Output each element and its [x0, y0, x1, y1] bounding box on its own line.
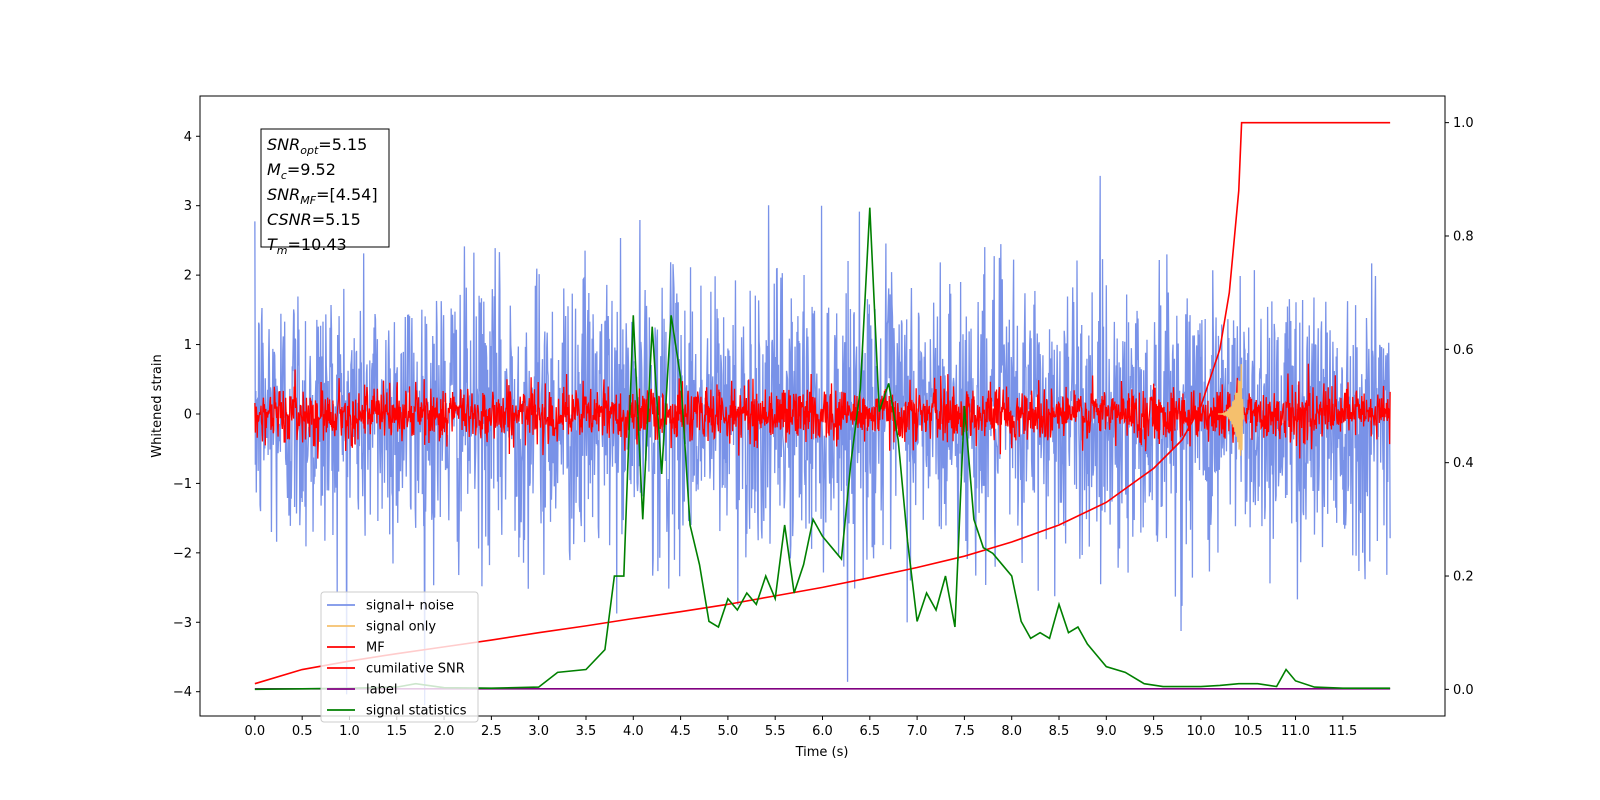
- series-line-5: [254, 207, 1391, 691]
- y-axis-left: 4 3 2 1 0 −1 −2 −3 −4: [173, 130, 200, 700]
- legend-label: cumilative SNR: [366, 662, 465, 677]
- x-tick-label: 1.0: [339, 724, 360, 739]
- y-axis-right: 1.0 0.8 0.6 0.4 0.2 0.0: [1445, 116, 1474, 698]
- x-tick-label: 3.0: [528, 724, 549, 739]
- x-tick-label: 2.5: [481, 724, 502, 739]
- series-line-2: [254, 363, 1391, 459]
- annotation-box: SNRopt=5.15 Mc=9.52 SNRMF=[4.54] CSNR=5.15 T…: [260, 128, 390, 257]
- x-axis-label: Time (s): [795, 745, 849, 760]
- y-left-tick-label: 4: [184, 130, 192, 145]
- y-left-tick-label: 1: [184, 338, 192, 353]
- x-tick-label: 7.5: [954, 724, 975, 739]
- y-right-tick-label: 1.0: [1453, 116, 1474, 131]
- x-tick-label: 1.5: [386, 724, 407, 739]
- y-right-tick-label: 0.8: [1453, 229, 1474, 244]
- annotation-line: SNRMF=[4.54]: [267, 185, 378, 207]
- y-right-tick-label: 0.2: [1453, 570, 1474, 585]
- y-right-tick-label: 0.6: [1453, 343, 1474, 358]
- y-axis-label: Whitened strain: [150, 354, 165, 457]
- x-tick-label: 0.0: [245, 724, 266, 739]
- x-tick-label: 10.5: [1234, 724, 1263, 739]
- legend: signal+ noise signal only MF cumilative SNR…: [320, 591, 479, 723]
- y-left-tick-label: 3: [184, 199, 192, 214]
- x-tick-label: 4.0: [623, 724, 644, 739]
- x-tick-label: 11.0: [1281, 724, 1310, 739]
- x-tick-label: 6.5: [859, 724, 880, 739]
- annotation-line: SNRopt=5.15: [267, 135, 367, 157]
- y-right-tick-label: 0.0: [1453, 683, 1474, 698]
- x-tick-label: 9.0: [1096, 724, 1117, 739]
- x-tick-label: 8.5: [1049, 724, 1070, 739]
- annotation-line: Tm=10.43: [267, 235, 347, 257]
- annotation-line: CSNR=5.15: [267, 210, 361, 229]
- x-tick-label: 7.0: [907, 724, 928, 739]
- x-axis: 0.0 0.5 1.0 1.5 2.0 2.5 3.0 3.5 4.0 4.5 5.0 5.5 6.0 6…: [245, 716, 1357, 739]
- x-tick-label: 10.0: [1186, 724, 1215, 739]
- x-tick-label: 6.0: [812, 724, 833, 739]
- x-tick-label: 11.5: [1328, 724, 1357, 739]
- legend-label: signal+ noise: [366, 599, 454, 614]
- x-tick-label: 3.5: [576, 724, 597, 739]
- y-left-tick-label: 2: [184, 269, 192, 284]
- series-line-3: [254, 121, 1391, 685]
- x-tick-label: 9.5: [1143, 724, 1164, 739]
- legend-frame: [320, 591, 479, 723]
- legend-label: signal only: [366, 620, 436, 635]
- legend-label: MF: [366, 641, 385, 656]
- y-left-tick-label: 0: [184, 407, 192, 422]
- annotation-frame: [260, 128, 390, 248]
- y-left-tick-label: −1: [173, 477, 192, 492]
- y-right-tick-label: 0.4: [1453, 456, 1474, 471]
- legend-label: label: [366, 683, 397, 698]
- legend-label: signal statistics: [366, 704, 467, 719]
- y-left-tick-label: −3: [173, 616, 192, 631]
- series-line-1: [1217, 364, 1244, 456]
- x-tick-label: 4.5: [670, 724, 691, 739]
- x-tick-label: 2.0: [434, 724, 455, 739]
- series-line-0: [254, 175, 1391, 706]
- x-tick-label: 5.0: [718, 724, 739, 739]
- plot-area: [254, 121, 1391, 706]
- x-tick-label: 0.5: [292, 724, 313, 739]
- x-tick-label: 8.0: [1001, 724, 1022, 739]
- y-left-tick-label: −4: [173, 685, 192, 700]
- annotation-line: Mc=9.52: [267, 160, 336, 182]
- y-left-tick-label: −2: [173, 546, 192, 561]
- x-tick-label: 5.5: [765, 724, 786, 739]
